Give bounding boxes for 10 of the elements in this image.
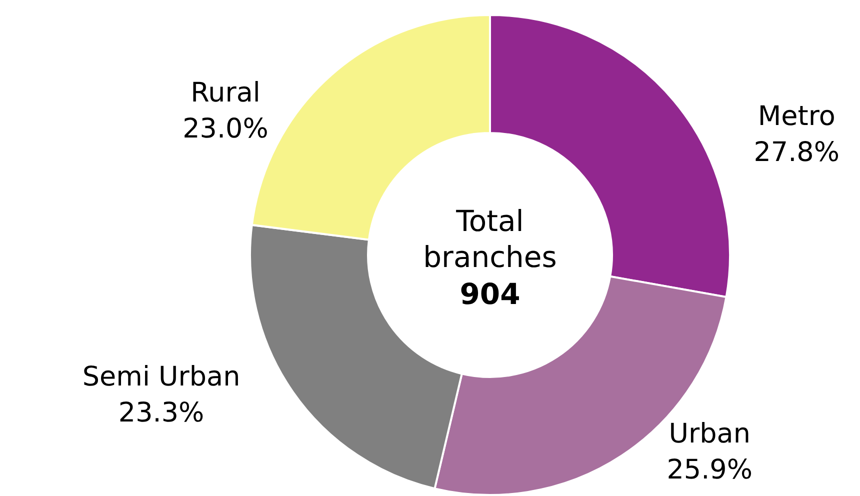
slice-label: Metro xyxy=(758,100,836,132)
text: Total branches xyxy=(423,204,557,274)
data-label: 25.9% xyxy=(666,454,752,486)
slice-label: Urban xyxy=(668,418,750,450)
data-label: 27.8% xyxy=(754,136,840,168)
slice-label: Semi Urban xyxy=(82,362,240,393)
data-label: 23.3% xyxy=(118,398,204,429)
text: 904 xyxy=(460,277,520,311)
data-label: 23.0% xyxy=(182,114,268,145)
slice-label: Rural xyxy=(190,78,260,109)
